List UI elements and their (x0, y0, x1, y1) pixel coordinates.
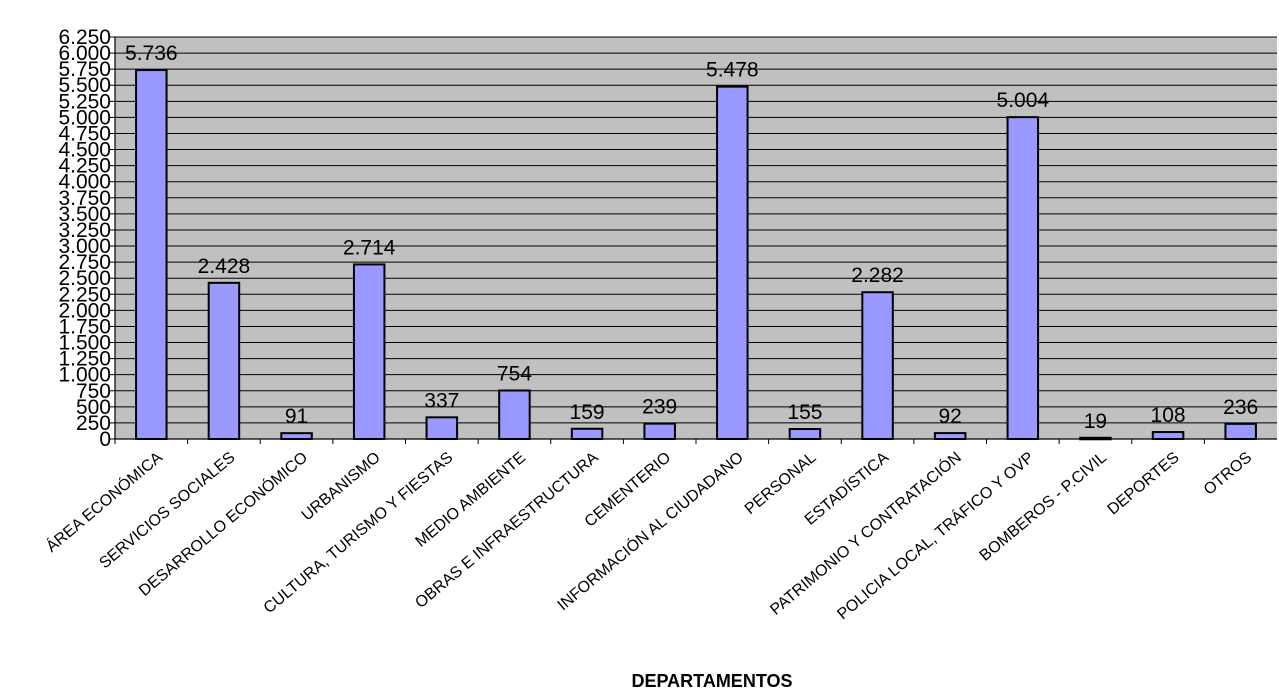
y-tick-label: 1.250 (58, 348, 111, 371)
y-tick-label: 1.000 (58, 364, 111, 387)
y-tick-label: 1.750 (58, 315, 111, 338)
y-tick-label: 2.250 (58, 283, 111, 306)
data-label: 5.478 (706, 59, 759, 82)
y-tick-label: 5.750 (58, 58, 111, 81)
y-tick-label: 4.000 (58, 171, 111, 194)
category-label: BOMBEROS - P.CIVIL (977, 449, 1110, 565)
y-tick-label: 4.250 (58, 155, 111, 178)
value-labels: 5.736 2.428 91 2.714 337 754 159 239 5.478 155 2.2… (125, 42, 1258, 433)
y-tick-label: 6.250 (58, 26, 111, 49)
bar (1006, 116, 1040, 440)
bar (280, 432, 313, 441)
category-label: OTROS (1201, 449, 1256, 499)
bar (1151, 431, 1185, 440)
bar (498, 389, 531, 440)
y-tick-label: 5.500 (58, 74, 111, 97)
axes (114, 37, 1277, 444)
bar (788, 428, 822, 440)
category-label: PERSONAL (742, 449, 820, 518)
y-tick-label: 2.000 (58, 299, 111, 322)
bars (135, 69, 1257, 441)
category-label: ÁREA ECONÓMICA (42, 447, 166, 555)
bar (135, 69, 168, 440)
y-tick-label: 6.000 (58, 42, 111, 65)
y-tick-label: 2.500 (58, 267, 111, 290)
y-tick-label: 2.750 (58, 251, 111, 274)
bar (425, 416, 459, 440)
data-label: 155 (787, 401, 822, 424)
data-label: 19 (1084, 410, 1107, 433)
data-label: 754 (497, 363, 532, 386)
y-tick-label: 0 (99, 428, 111, 451)
bar (861, 291, 894, 441)
data-label: 5.004 (997, 89, 1050, 112)
gridlines (110, 36, 1277, 440)
bar (933, 432, 967, 440)
bar (207, 281, 241, 441)
bar (352, 263, 386, 440)
y-tick-label: 1.500 (58, 332, 111, 355)
y-tick-label: 3.750 (58, 187, 111, 210)
y-tick-label: 3.500 (58, 203, 111, 226)
category-label: SERVICIOS SOCIALES (96, 449, 238, 572)
y-tick-label: 5.000 (58, 106, 111, 129)
data-label: 159 (570, 401, 605, 424)
data-label: 5.736 (125, 42, 178, 65)
data-label: 2.282 (851, 264, 904, 287)
plot-background (115, 37, 1277, 439)
data-label: 91 (285, 405, 308, 428)
data-label: 239 (642, 396, 677, 419)
bar (716, 85, 749, 441)
y-tick-label: 3.250 (58, 219, 111, 242)
data-label: 92 (939, 405, 962, 428)
y-tick-label: 4.750 (58, 122, 111, 145)
data-label: 2.428 (198, 255, 251, 278)
y-tick-label: 750 (76, 380, 111, 403)
y-tick-label: 4.500 (58, 139, 111, 162)
bar (1224, 422, 1257, 440)
y-tick-label: 250 (76, 412, 111, 435)
category-label: DEPORTES (1104, 449, 1182, 518)
y-tick-label: 5.250 (58, 90, 111, 113)
y-tick-labels: 02505007501.0001.2501.5001.7502.0002.250… (58, 26, 111, 451)
y-tick-label: 500 (76, 396, 111, 419)
y-tick-label: 3.000 (58, 235, 111, 258)
x-axis-title: DEPARTAMENTOS (631, 671, 792, 691)
bar (570, 427, 604, 441)
data-label: 2.714 (343, 236, 396, 259)
data-label: 236 (1223, 396, 1258, 419)
bar (643, 422, 676, 441)
data-label: 108 (1151, 404, 1186, 427)
data-label: 337 (424, 389, 459, 412)
